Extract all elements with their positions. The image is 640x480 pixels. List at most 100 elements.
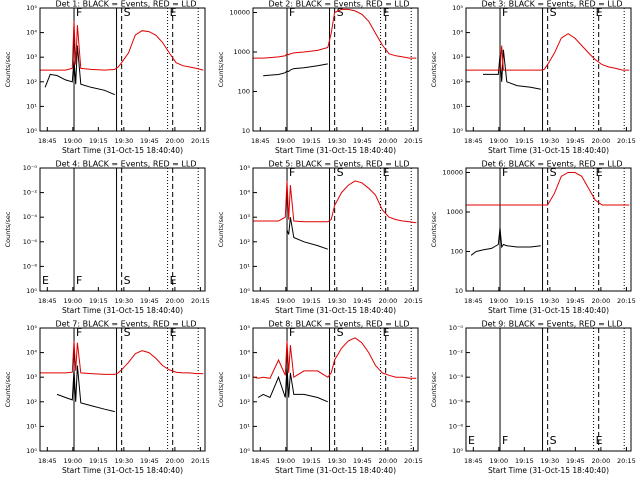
x-tick-label: 20:15 bbox=[617, 137, 636, 145]
series-line bbox=[466, 33, 630, 71]
x-tick-label: 19:30 bbox=[114, 297, 133, 305]
x-tick-label: 18:45 bbox=[464, 297, 483, 305]
x-tick-label: 19:45 bbox=[353, 457, 372, 465]
x-tick-label: 19:45 bbox=[140, 457, 159, 465]
y-tick-label: 10¹ bbox=[26, 102, 37, 110]
panel-title: Det 6: BLACK = Events, RED = LLD bbox=[482, 160, 623, 169]
x-tick-label: 20:15 bbox=[404, 457, 423, 465]
x-tick-label: 19:45 bbox=[353, 137, 372, 145]
x-tick-label: 19:00 bbox=[276, 137, 295, 145]
y-tick-label: 10⁰ bbox=[239, 447, 250, 455]
y-tick-label: 10⁻⁸ bbox=[449, 422, 464, 430]
y-tick-label: 10⁻⁴ bbox=[23, 213, 38, 221]
event-label: S bbox=[550, 166, 557, 179]
x-tick-label: 19:45 bbox=[566, 137, 585, 145]
x-tick-label: 19:00 bbox=[489, 457, 508, 465]
x-tick-label: 19:00 bbox=[276, 297, 295, 305]
x-axis-label: Start Time (31-Oct-15 18:40:40) bbox=[62, 146, 183, 155]
x-tick-label: 20:00 bbox=[379, 137, 398, 145]
panel-title: Det 9: BLACK = Events, RED = LLD bbox=[482, 320, 623, 329]
y-tick-label: 10000 bbox=[442, 169, 463, 177]
x-tick-label: 19:15 bbox=[515, 137, 534, 145]
y-tick-label: 10 bbox=[455, 287, 463, 295]
panel-title: Det 2: BLACK = Events, RED = LLD bbox=[269, 0, 410, 9]
x-tick-label: 20:15 bbox=[191, 137, 210, 145]
x-tick-label: 19:00 bbox=[63, 297, 82, 305]
y-tick-label: 10¹ bbox=[239, 422, 250, 430]
plot-frame bbox=[39, 7, 206, 132]
plot-frame bbox=[252, 327, 419, 452]
x-tick-label: 19:45 bbox=[353, 297, 372, 305]
y-tick-label: 10² bbox=[26, 78, 37, 86]
x-tick-label: 19:15 bbox=[515, 457, 534, 465]
panel: Det 1: BLACK = Events, RED = LLD Counts/s… bbox=[4, 0, 210, 155]
series-line bbox=[253, 8, 417, 59]
x-tick-label: 19:30 bbox=[114, 137, 133, 145]
panel: Det 3: BLACK = Events, RED = LLD Counts/s… bbox=[430, 0, 636, 155]
y-tick-label: 1000 bbox=[446, 208, 463, 216]
series-line bbox=[44, 45, 115, 96]
event-label: F bbox=[76, 274, 82, 287]
event-label: F bbox=[502, 6, 508, 19]
event-label: F bbox=[76, 6, 82, 19]
y-tick-label: 10 bbox=[242, 127, 250, 135]
event-label: F bbox=[502, 166, 508, 179]
x-tick-label: 19:30 bbox=[540, 297, 559, 305]
series-line bbox=[483, 49, 541, 90]
panel-title: Det 7: BLACK = Events, RED = LLD bbox=[56, 320, 197, 329]
x-tick-label: 19:30 bbox=[114, 457, 133, 465]
x-tick-label: 19:30 bbox=[327, 457, 346, 465]
y-tick-label: 10⁻⁸ bbox=[23, 262, 38, 270]
y-axis-label: Counts/sec bbox=[217, 371, 225, 407]
x-axis-label: Start Time (31-Oct-15 18:40:40) bbox=[275, 306, 396, 315]
y-tick-label: 100 bbox=[451, 248, 463, 256]
y-tick-label: 10000 bbox=[229, 9, 250, 17]
y-axis-label: Counts/sec bbox=[430, 371, 438, 407]
x-tick-label: 19:30 bbox=[327, 297, 346, 305]
y-tick-label: 10⁵ bbox=[239, 324, 250, 332]
y-tick-label: 10¹ bbox=[239, 262, 250, 270]
event-label: S bbox=[337, 326, 344, 339]
x-tick-label: 19:45 bbox=[566, 457, 585, 465]
y-tick-label: 10³ bbox=[239, 213, 250, 221]
x-axis-label: Start Time (31-Oct-15 18:40:40) bbox=[62, 466, 183, 475]
event-label: S bbox=[124, 326, 131, 339]
y-tick-label: 10⁵ bbox=[26, 4, 37, 12]
x-tick-label: 19:45 bbox=[566, 297, 585, 305]
series-line bbox=[56, 365, 115, 413]
panel: Det 9: BLACK = Events, RED = LLD Counts/s… bbox=[430, 320, 636, 476]
x-tick-label: 18:45 bbox=[38, 297, 57, 305]
panel: Det 7: BLACK = Events, RED = LLD Counts/s… bbox=[4, 320, 210, 476]
event-label: F bbox=[289, 326, 295, 339]
x-tick-label: 19:15 bbox=[515, 297, 534, 305]
event-label: S bbox=[337, 6, 344, 19]
panel: Det 8: BLACK = Events, RED = LLD Counts/s… bbox=[217, 320, 423, 476]
y-tick-label: 10⁴ bbox=[239, 189, 250, 197]
y-axis-label: Counts/sec bbox=[430, 211, 438, 247]
series-line bbox=[40, 340, 204, 375]
x-tick-label: 19:15 bbox=[89, 457, 108, 465]
x-tick-label: 18:45 bbox=[251, 137, 270, 145]
y-tick-label: 10¹ bbox=[26, 422, 37, 430]
x-tick-label: 20:00 bbox=[592, 137, 611, 145]
x-tick-label: 19:15 bbox=[89, 297, 108, 305]
x-tick-label: 19:30 bbox=[540, 457, 559, 465]
y-tick-label: 10⁻² bbox=[23, 189, 38, 197]
event-label: E bbox=[468, 434, 475, 447]
plot-frame bbox=[252, 7, 419, 132]
x-tick-label: 18:45 bbox=[464, 457, 483, 465]
x-tick-label: 19:15 bbox=[302, 297, 321, 305]
y-axis-label: Counts/sec bbox=[217, 51, 225, 87]
plot-frame bbox=[39, 327, 206, 452]
x-tick-label: 20:00 bbox=[379, 457, 398, 465]
panel: Det 4: BLACK = Events, RED = LLD Counts/s… bbox=[4, 160, 210, 316]
y-tick-label: 10⁴ bbox=[26, 29, 37, 37]
y-tick-label: 10³ bbox=[26, 373, 37, 381]
y-tick-label: 10⁰ bbox=[452, 127, 463, 135]
series-line bbox=[263, 63, 328, 77]
x-tick-label: 20:15 bbox=[191, 457, 210, 465]
x-tick-label: 18:45 bbox=[464, 137, 483, 145]
y-axis-label: Counts/sec bbox=[4, 211, 12, 247]
event-label: F bbox=[76, 326, 82, 339]
y-tick-label: 10⁰ bbox=[239, 287, 250, 295]
